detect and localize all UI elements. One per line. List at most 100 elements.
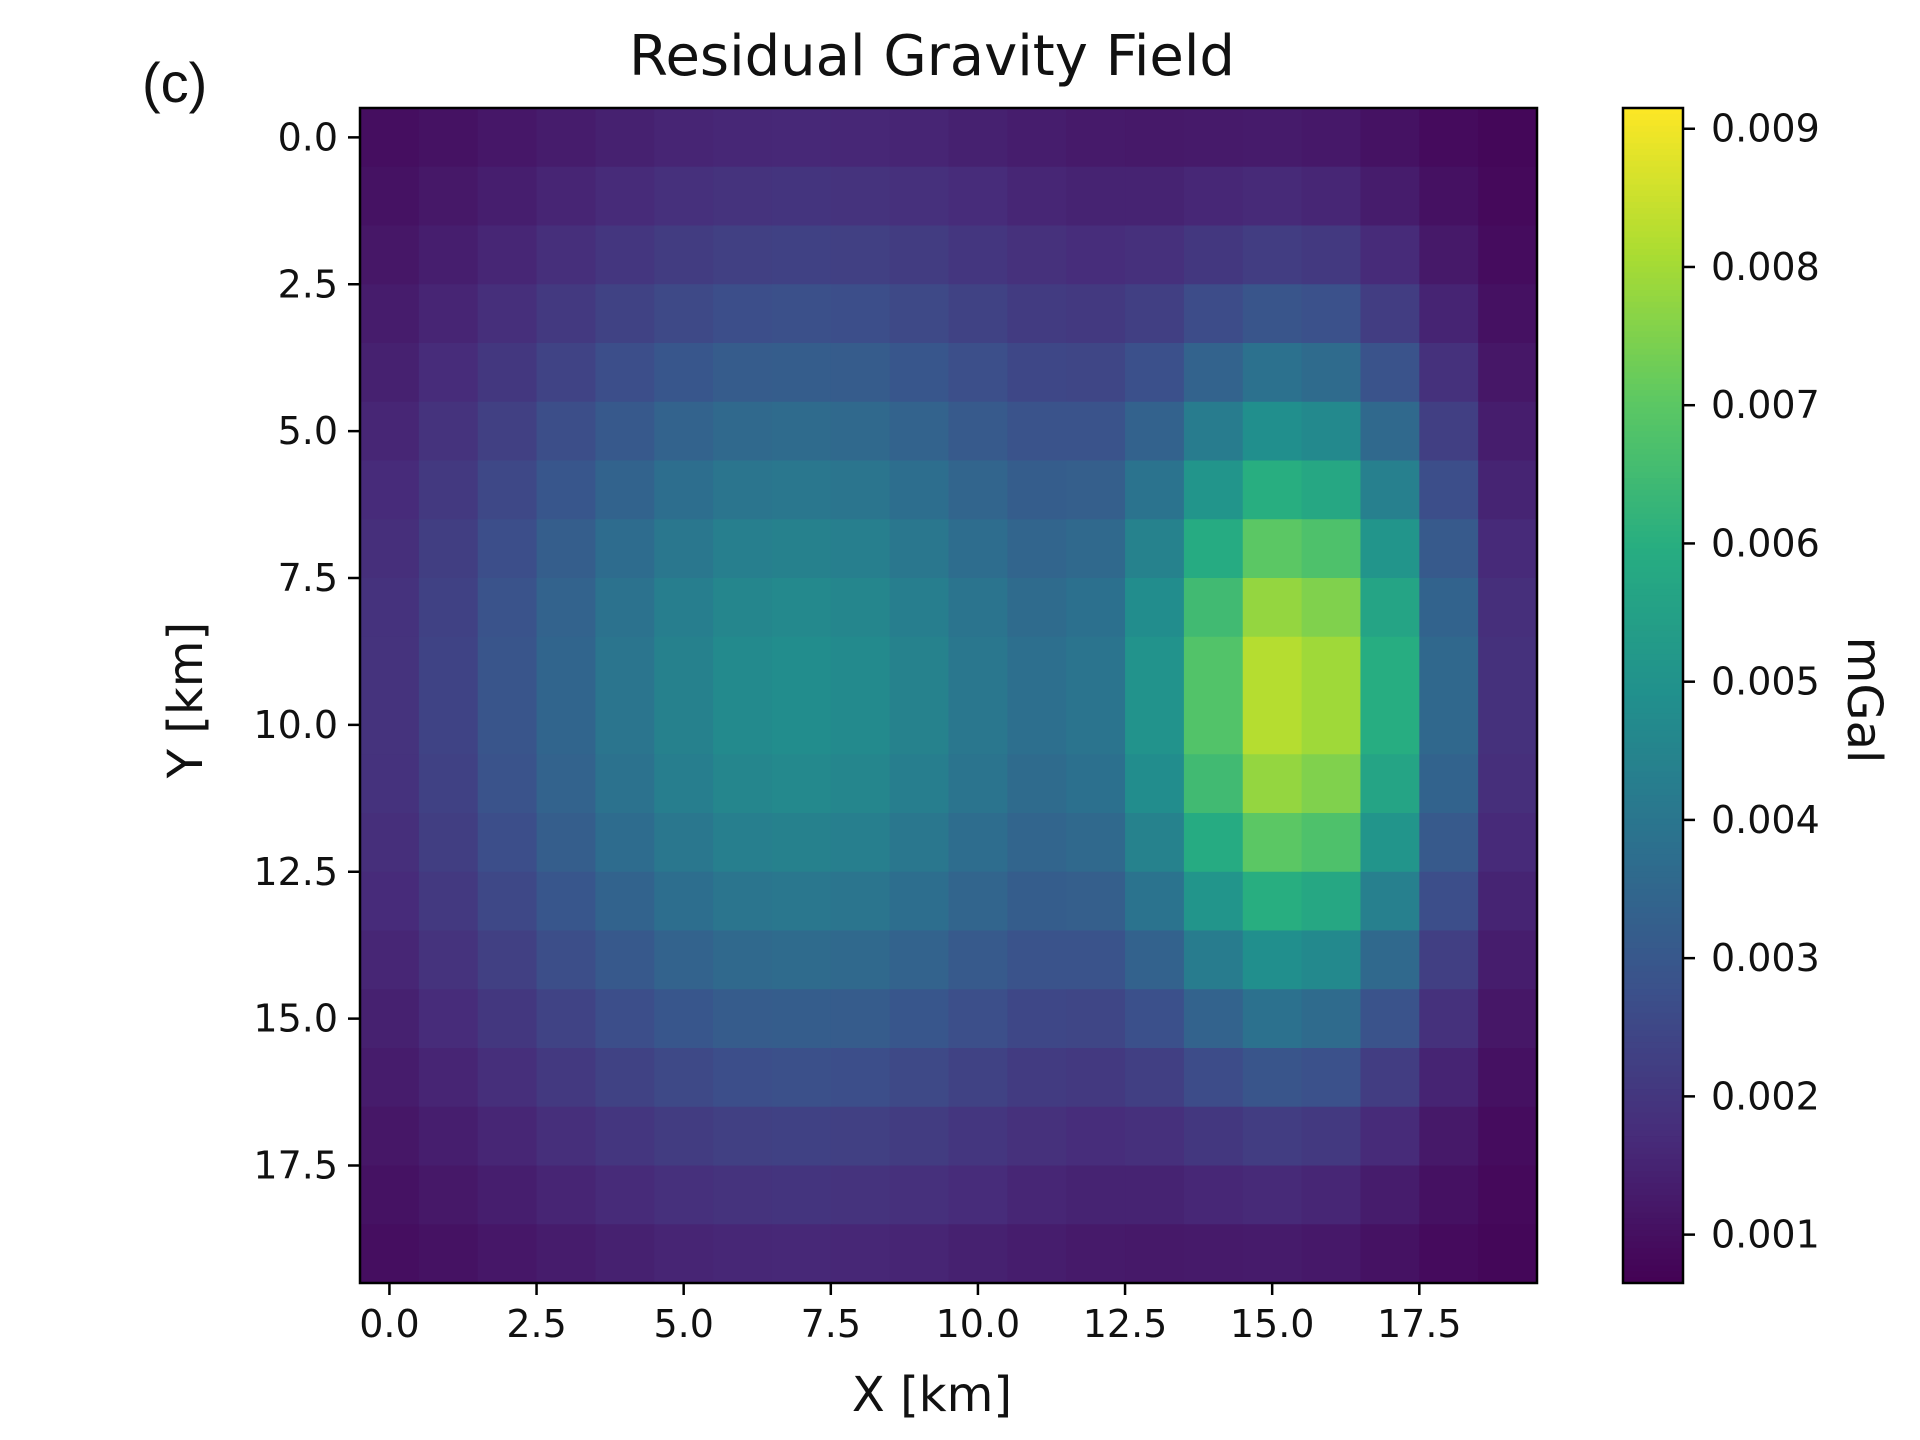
heatmap-cell	[360, 1106, 420, 1167]
colorbar-segment	[1623, 912, 1683, 920]
colorbar-segment	[1623, 495, 1683, 503]
heatmap-cell	[1360, 930, 1420, 990]
colorbar-segment	[1623, 1259, 1683, 1266]
heatmap-cell	[418, 225, 479, 285]
heatmap-cell	[477, 225, 538, 285]
heatmap-cell	[1360, 578, 1420, 638]
heatmap-cell	[830, 225, 891, 285]
heatmap-cell	[1066, 284, 1126, 344]
heatmap-cell	[1066, 1165, 1126, 1225]
colorbar-segment	[1623, 419, 1683, 426]
heatmap-cell	[1125, 871, 1185, 932]
colorbar-segment	[1623, 1277, 1683, 1284]
colorbar-segment	[1623, 977, 1683, 984]
heatmap-cell	[1360, 636, 1420, 697]
heatmap-cell	[477, 1224, 538, 1284]
colorbar-segment	[1623, 460, 1683, 467]
heatmap-cell	[1007, 636, 1067, 697]
heatmap-cell	[1183, 813, 1244, 873]
heatmap-cell	[477, 284, 538, 344]
heatmap-cell	[1360, 460, 1420, 520]
colorbar-segment	[1623, 783, 1683, 791]
heatmap-cell	[1360, 225, 1420, 285]
colorbar-segment	[1623, 178, 1683, 185]
heatmap-cell	[1360, 519, 1420, 579]
colorbar-segment	[1623, 1165, 1683, 1172]
heatmap-cell	[713, 871, 773, 932]
heatmap-cell	[1478, 166, 1538, 227]
heatmap-cell	[1419, 519, 1479, 579]
heatmap-cell	[418, 871, 479, 932]
colorbar-segment	[1623, 1024, 1683, 1031]
heatmap-cell	[1419, 460, 1479, 520]
colorbar-segment	[1623, 155, 1683, 162]
heatmap-cell	[1125, 930, 1185, 990]
heatmap-cell	[1360, 813, 1420, 873]
heatmap-cell	[360, 1224, 420, 1284]
heatmap-cell	[1125, 1224, 1185, 1284]
heatmap-cell	[1301, 166, 1362, 227]
heatmap-cell	[654, 1048, 714, 1108]
heatmap-cell	[1242, 519, 1303, 579]
y-tick-label: 0.0	[278, 115, 338, 159]
colorbar-segment	[1623, 830, 1683, 838]
heatmap-cell	[418, 695, 479, 755]
heatmap-cell	[1125, 108, 1185, 168]
heatmap-cell	[830, 166, 891, 227]
colorbar-segment	[1623, 971, 1683, 979]
colorbar-segment	[1623, 689, 1683, 697]
heatmap-cell	[1007, 871, 1067, 932]
heatmap-cell	[889, 578, 950, 638]
heatmap-cell	[1301, 519, 1362, 579]
heatmap-cell	[654, 460, 714, 520]
heatmap-cell	[889, 401, 950, 462]
heatmap-cell	[1183, 1224, 1244, 1284]
colorbar-segment	[1623, 672, 1683, 679]
heatmap-cell	[889, 1224, 950, 1284]
colorbar-segment	[1623, 548, 1683, 556]
heatmap-cell	[595, 1165, 655, 1225]
heatmap-cell	[654, 636, 714, 697]
colorbar-segment	[1623, 313, 1683, 321]
colorbar-segment	[1623, 190, 1683, 197]
heatmap-cell	[1007, 930, 1067, 990]
heatmap-cell	[1419, 695, 1479, 755]
heatmap-cell	[1478, 930, 1538, 990]
heatmap-cell	[1242, 1048, 1303, 1108]
heatmap-cell	[1360, 1224, 1420, 1284]
colorbar-segment	[1623, 1200, 1683, 1208]
colorbar-segment	[1623, 354, 1683, 362]
colorbar-segment	[1623, 965, 1683, 973]
heatmap-cell	[536, 343, 596, 403]
heatmap-cell	[360, 1165, 420, 1225]
colorbar-segment	[1623, 754, 1683, 761]
colorbar-segment	[1623, 695, 1683, 702]
heatmap-cell	[771, 695, 832, 755]
heatmap-cell	[1242, 695, 1303, 755]
heatmap-cell	[418, 166, 479, 227]
heatmap-cell	[771, 166, 832, 227]
heatmap-cell	[536, 284, 596, 344]
heatmap-cell	[360, 460, 420, 520]
colorbar-segment	[1623, 1100, 1683, 1108]
heatmap-cell	[1007, 1106, 1067, 1167]
heatmap-cell	[889, 871, 950, 932]
colorbar-tick-label: 0.007	[1711, 383, 1820, 427]
heatmap-cell	[1183, 695, 1244, 755]
colorbar-segment	[1623, 1130, 1683, 1137]
colorbar-segment	[1623, 442, 1683, 450]
heatmap-cell	[654, 813, 714, 873]
heatmap-cell	[1007, 166, 1067, 227]
heatmap-cell	[654, 166, 714, 227]
colorbar-segment	[1623, 319, 1683, 326]
heatmap-cell	[1066, 989, 1126, 1049]
colorbar-segment	[1623, 1095, 1683, 1102]
heatmap-cell	[771, 578, 832, 638]
heatmap-cell	[1360, 871, 1420, 932]
heatmap-cell	[1007, 225, 1067, 285]
colorbar-segment	[1623, 625, 1683, 632]
heatmap-cell	[1183, 225, 1244, 285]
heatmap-cell	[654, 284, 714, 344]
heatmap-cell	[1360, 284, 1420, 344]
heatmap-cell	[948, 460, 1008, 520]
